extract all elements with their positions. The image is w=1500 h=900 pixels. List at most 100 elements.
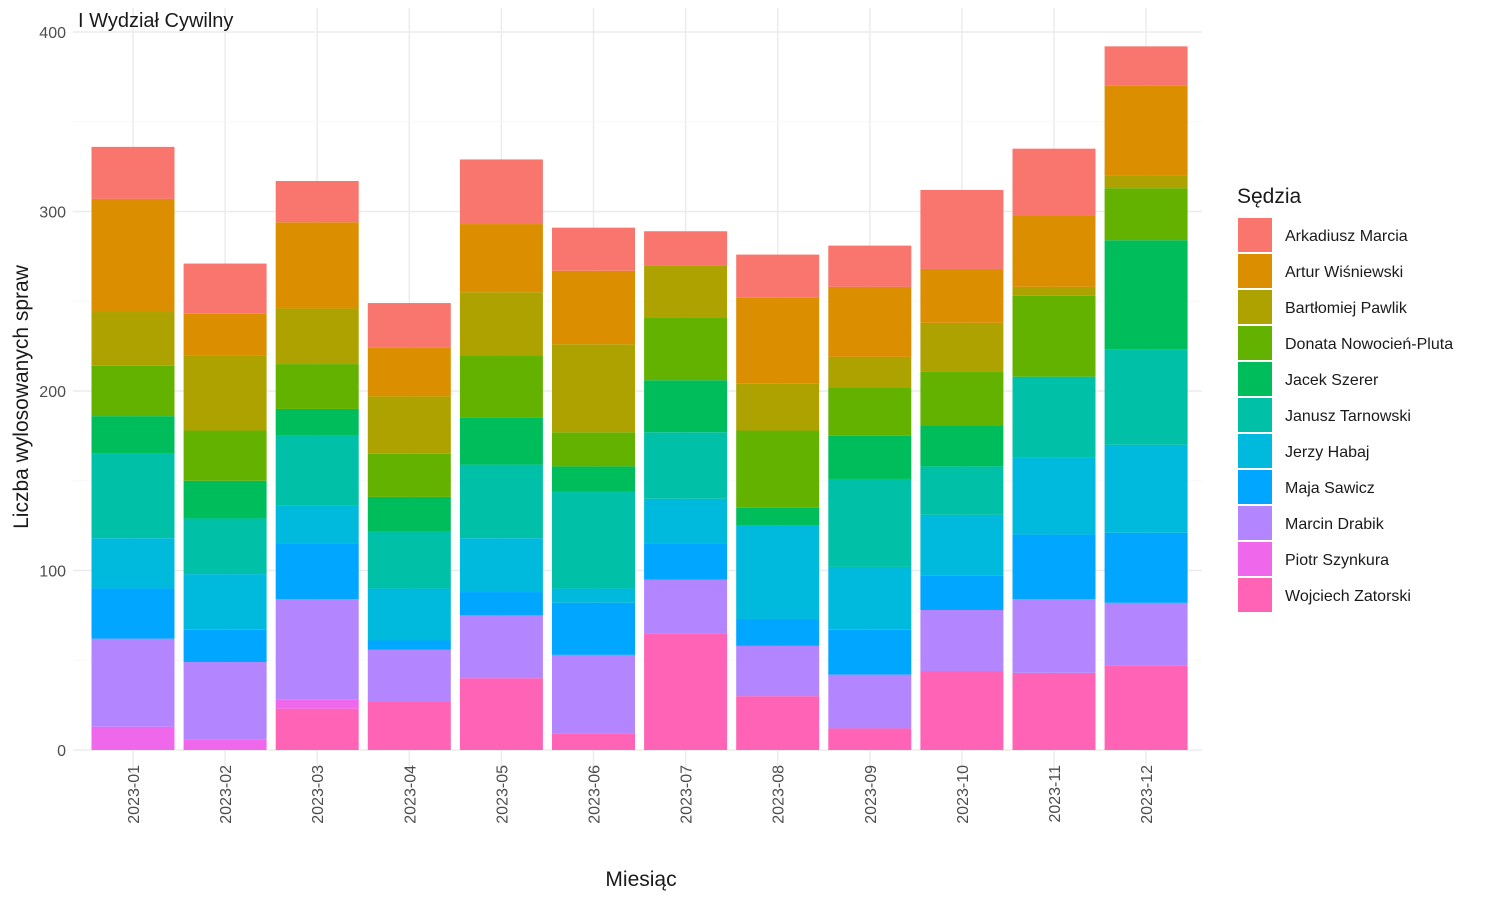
bar-segment xyxy=(275,505,359,544)
bar-segment xyxy=(736,696,820,750)
bar-segment xyxy=(644,432,728,499)
bar-segment xyxy=(828,478,912,567)
bar-segment xyxy=(644,579,728,634)
bar-segment xyxy=(1012,295,1096,377)
bar-segment xyxy=(459,159,543,225)
bar-segment xyxy=(1104,602,1188,666)
bar-segment xyxy=(459,292,543,356)
bar-segment xyxy=(275,308,359,365)
bar-segment xyxy=(459,615,543,679)
bars xyxy=(91,46,1188,750)
legend-title: Sędzia xyxy=(1237,185,1302,208)
bar-segment xyxy=(644,498,728,544)
bar-segment xyxy=(1104,444,1188,533)
bar-segment xyxy=(552,466,635,492)
legend-label: Artur Wiśniewski xyxy=(1285,264,1403,281)
bar-segment xyxy=(1012,148,1096,216)
bar-segment xyxy=(183,518,267,575)
bar-segment xyxy=(367,649,451,702)
bar-segment xyxy=(828,356,912,388)
bar-segment xyxy=(828,728,912,750)
bar-segment xyxy=(1012,215,1096,287)
y-axis-title: Liczba wylosowanych spraw xyxy=(10,264,33,529)
bar-segment xyxy=(920,514,1004,576)
bar-segment xyxy=(644,380,728,433)
bar-segment xyxy=(920,466,1004,515)
y-tick-label: 300 xyxy=(39,205,66,222)
bar-segment xyxy=(552,654,635,734)
x-tick-label: 2023-09 xyxy=(863,765,880,824)
y-tick-label: 100 xyxy=(39,564,66,581)
bar-segment xyxy=(1104,240,1188,350)
bar-segment xyxy=(459,538,543,593)
bar-segment xyxy=(644,265,728,318)
x-axis-title: Miesiąc xyxy=(605,868,676,891)
legend-swatch xyxy=(1238,254,1272,288)
chart-title: I Wydział Cywilny xyxy=(78,10,233,32)
bar-segment xyxy=(459,464,543,539)
bar-segment xyxy=(275,180,359,223)
bar-segment xyxy=(275,222,359,309)
bar-segment xyxy=(552,344,635,433)
bar-segment xyxy=(1104,175,1188,189)
bar-segment xyxy=(920,189,1004,269)
bar-segment xyxy=(552,432,635,467)
bar-segment xyxy=(367,496,451,532)
bar-segment xyxy=(459,417,543,465)
bar-segment xyxy=(552,733,635,750)
bar-segment xyxy=(644,231,728,266)
bar-segment xyxy=(552,270,635,345)
bar-segment xyxy=(459,592,543,616)
bar-segment xyxy=(1104,188,1188,241)
bar-segment xyxy=(367,588,451,641)
bar-segment xyxy=(552,602,635,655)
bar-segment xyxy=(736,297,820,384)
bar-segment xyxy=(367,701,451,750)
bar-segment xyxy=(367,640,451,650)
bar-segment xyxy=(736,430,820,508)
x-tick-label: 2023-06 xyxy=(587,765,604,824)
bar-segment xyxy=(920,268,1004,323)
legend-swatch xyxy=(1238,434,1272,468)
bar-segment xyxy=(275,408,359,436)
legend-label: Janusz Tarnowski xyxy=(1285,408,1411,425)
bar-segment xyxy=(459,355,543,418)
x-tick-label: 2023-05 xyxy=(494,765,511,824)
x-tick-label: 2023-02 xyxy=(218,765,235,824)
bar-segment xyxy=(275,364,359,409)
bar-segment xyxy=(459,224,543,293)
legend-label: Piotr Szynkura xyxy=(1285,552,1389,569)
y-axis-ticks: 0 100 200 300 400 xyxy=(39,25,66,760)
x-tick-label: 2023-12 xyxy=(1139,765,1156,824)
bar-segment xyxy=(736,645,820,697)
legend-swatch xyxy=(1238,398,1272,432)
bar-segment xyxy=(552,227,635,271)
bar-segment xyxy=(275,599,359,700)
bar-segment xyxy=(828,629,912,675)
y-tick-label: 200 xyxy=(39,384,66,401)
legend-swatch xyxy=(1238,362,1272,396)
bar-segment xyxy=(183,662,267,740)
bar-segment xyxy=(828,435,912,479)
legend: Arkadiusz Marcia Artur Wiśniewski Bartłomi… xyxy=(1238,218,1453,612)
bar-segment xyxy=(1104,665,1188,750)
bar-segment xyxy=(367,303,451,348)
bar-segment xyxy=(91,198,175,313)
x-tick-label: 2023-11 xyxy=(1047,765,1064,823)
bar-segment xyxy=(183,263,267,314)
bar-segment xyxy=(552,491,635,589)
bar-segment xyxy=(183,480,267,519)
bar-segment xyxy=(828,566,912,630)
bar-segment xyxy=(91,365,175,417)
bar-segment xyxy=(183,430,267,481)
bar-segment xyxy=(1012,286,1096,296)
legend-swatch xyxy=(1238,290,1272,324)
legend-label: Bartłomiej Pawlik xyxy=(1285,300,1408,317)
bar-segment xyxy=(920,609,1004,672)
bar-segment xyxy=(1012,599,1096,673)
x-axis-ticks: 2023-01 2023-02 2023-03 2023-04 2023-05 2023-… xyxy=(126,765,1156,824)
legend-label: Jerzy Habaj xyxy=(1285,444,1369,461)
legend-label: Arkadiusz Marcia xyxy=(1285,228,1408,245)
bar-segment xyxy=(1012,672,1096,750)
bar-segment xyxy=(828,674,912,729)
